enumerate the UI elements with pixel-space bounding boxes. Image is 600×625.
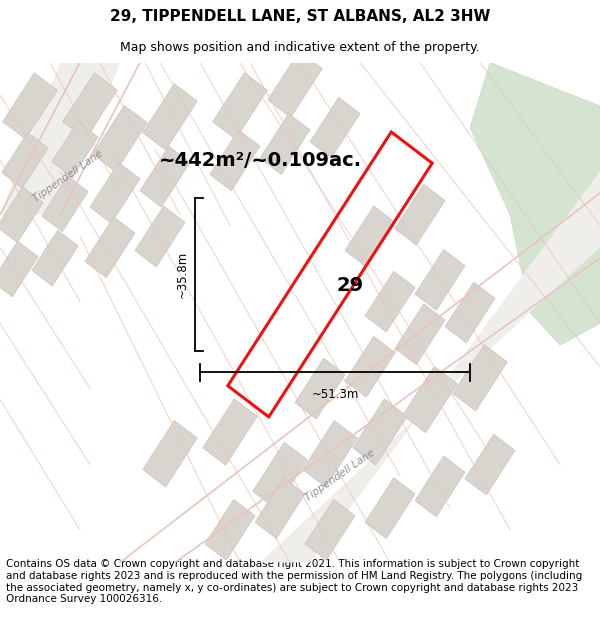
Polygon shape xyxy=(85,217,135,278)
Text: 29: 29 xyxy=(337,276,364,295)
Polygon shape xyxy=(470,62,600,345)
Polygon shape xyxy=(203,399,257,465)
Text: ~35.8m: ~35.8m xyxy=(176,251,189,298)
Polygon shape xyxy=(213,72,267,139)
Polygon shape xyxy=(403,366,457,432)
Polygon shape xyxy=(93,106,147,172)
Text: Tippendell Lane: Tippendell Lane xyxy=(303,448,377,503)
Polygon shape xyxy=(255,478,305,539)
Polygon shape xyxy=(365,271,415,332)
Polygon shape xyxy=(310,98,360,158)
Text: 29, TIPPENDELL LANE, ST ALBANS, AL2 3HW: 29, TIPPENDELL LANE, ST ALBANS, AL2 3HW xyxy=(110,9,490,24)
Polygon shape xyxy=(0,187,43,242)
Polygon shape xyxy=(42,176,88,232)
Polygon shape xyxy=(415,249,465,310)
Polygon shape xyxy=(453,344,507,411)
Polygon shape xyxy=(415,456,465,517)
Text: Tippendell Lane: Tippendell Lane xyxy=(31,149,105,204)
Polygon shape xyxy=(365,478,415,539)
Polygon shape xyxy=(303,421,357,487)
Polygon shape xyxy=(100,171,600,562)
Polygon shape xyxy=(260,114,310,174)
Text: ~51.3m: ~51.3m xyxy=(311,388,359,401)
Polygon shape xyxy=(345,336,395,398)
Polygon shape xyxy=(305,499,355,560)
Polygon shape xyxy=(345,206,395,267)
Polygon shape xyxy=(140,146,190,207)
Polygon shape xyxy=(32,231,78,286)
Polygon shape xyxy=(0,241,38,297)
Polygon shape xyxy=(205,499,255,560)
Polygon shape xyxy=(445,282,495,343)
Polygon shape xyxy=(210,130,260,191)
Polygon shape xyxy=(465,434,515,495)
Polygon shape xyxy=(143,84,197,150)
Polygon shape xyxy=(0,62,120,214)
Polygon shape xyxy=(135,206,185,267)
Polygon shape xyxy=(395,304,445,364)
Text: Contains OS data © Crown copyright and database right 2021. This information is : Contains OS data © Crown copyright and d… xyxy=(6,559,582,604)
Polygon shape xyxy=(268,51,322,118)
Polygon shape xyxy=(63,72,117,139)
Polygon shape xyxy=(2,132,48,188)
Polygon shape xyxy=(90,162,140,223)
Polygon shape xyxy=(52,122,98,177)
Polygon shape xyxy=(353,399,407,465)
Text: Map shows position and indicative extent of the property.: Map shows position and indicative extent… xyxy=(120,41,480,54)
Polygon shape xyxy=(395,184,445,245)
Polygon shape xyxy=(3,72,57,139)
Polygon shape xyxy=(253,442,307,509)
Text: ~442m²/~0.109ac.: ~442m²/~0.109ac. xyxy=(158,151,362,170)
Polygon shape xyxy=(143,421,197,487)
Polygon shape xyxy=(295,358,345,419)
